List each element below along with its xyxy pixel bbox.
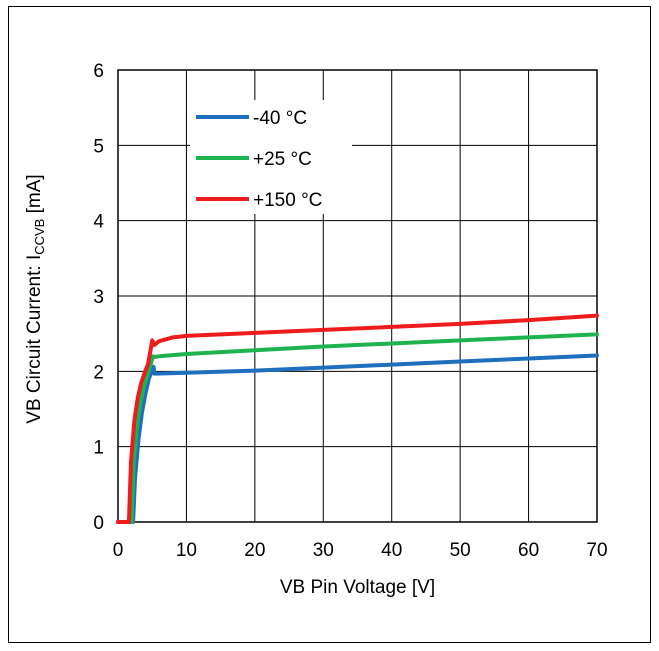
grid <box>118 70 597 522</box>
x-tick-label: 40 <box>381 540 402 561</box>
y-tick-label: 2 <box>93 362 104 383</box>
y-tick-label: 1 <box>93 438 104 459</box>
series-line <box>116 313 599 524</box>
x-tick-label: 70 <box>586 540 607 561</box>
legend: -40 °C +25 °C +150 °C <box>190 100 352 214</box>
y-axis-title-main: VB Circuit Current: I <box>24 255 45 424</box>
y-tick-label: 5 <box>93 136 104 157</box>
x-tick-label: 20 <box>244 540 265 561</box>
y-axis-title: VB Circuit Current: ICCVB [mA] <box>24 174 47 423</box>
y-tick-label: 0 <box>93 513 104 534</box>
y-tick-label: 4 <box>93 212 104 233</box>
x-tick-label: 10 <box>176 540 197 561</box>
x-tick-label: 30 <box>313 540 334 561</box>
x-tick-label: 60 <box>518 540 539 561</box>
x-tick-label: 50 <box>450 540 471 561</box>
y-axis-title-subscript: CCVB <box>32 219 47 255</box>
series-layer <box>116 313 599 524</box>
tick-labels: 0 10 20 30 40 50 60 70 0 1 2 3 4 5 6 <box>93 61 607 561</box>
plot-area <box>117 69 598 523</box>
legend-label: +150 °C <box>253 190 322 211</box>
legend-label: +25 °C <box>253 149 312 170</box>
y-axis-title-unit: [mA] <box>24 174 45 218</box>
series-line <box>116 353 599 524</box>
y-tick-label: 3 <box>93 287 104 308</box>
series-line <box>116 332 599 524</box>
x-tick-label: 0 <box>113 540 124 561</box>
x-axis-title: VB Pin Voltage [V] <box>280 577 435 598</box>
y-tick-label: 6 <box>93 61 104 82</box>
legend-label: -40 °C <box>253 108 307 129</box>
